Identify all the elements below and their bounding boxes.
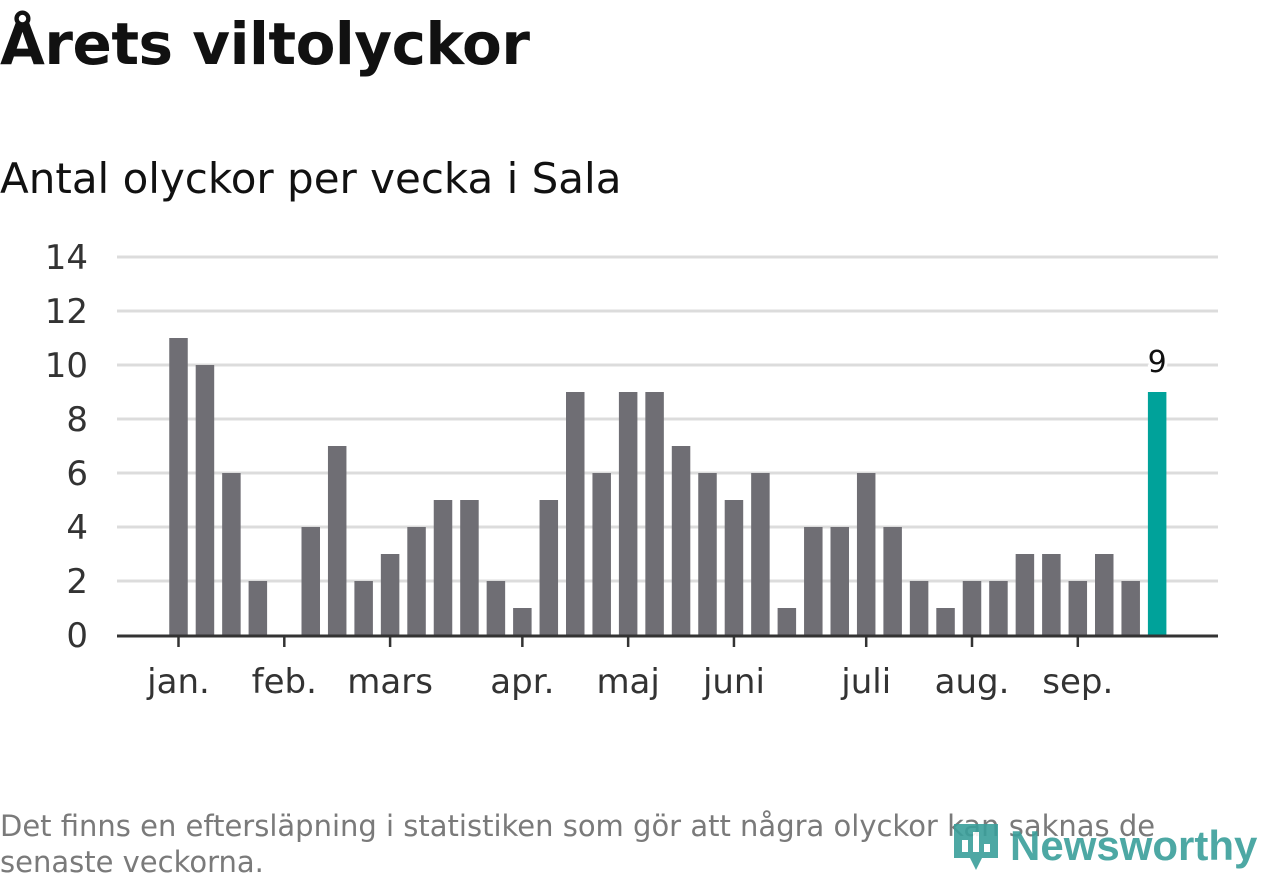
bar <box>909 581 929 635</box>
y-tick-label: 8 <box>66 400 88 440</box>
bar <box>724 500 744 635</box>
bar <box>804 527 823 635</box>
bar <box>618 392 638 635</box>
bar <box>777 608 797 635</box>
bar <box>566 392 585 635</box>
bar <box>962 581 982 635</box>
bar <box>407 527 426 635</box>
y-tick-label: 14 <box>45 238 88 278</box>
x-tick-label: feb. <box>252 662 317 702</box>
newsworthy-logo: Newsworthy <box>950 818 1257 874</box>
bar <box>698 473 717 635</box>
highlight-data-label: 9 <box>1148 345 1167 380</box>
y-tick-label: 0 <box>66 616 88 656</box>
bar <box>645 392 664 635</box>
highlight-label-halo: 9 <box>1148 345 1167 380</box>
newsworthy-logo-icon <box>954 824 998 870</box>
bar <box>433 500 453 635</box>
x-tick-label: juli <box>840 662 891 702</box>
bar <box>989 581 1008 635</box>
bar <box>751 473 770 635</box>
bar <box>301 527 320 635</box>
bar <box>248 581 268 635</box>
bars <box>169 338 1167 635</box>
logo-text: Newsworthy <box>1010 822 1258 869</box>
bar <box>830 527 849 635</box>
bar <box>460 500 479 635</box>
y-tick-label: 4 <box>66 508 88 548</box>
x-tick-label: mars <box>347 662 433 702</box>
bar <box>883 527 902 635</box>
chart-title: Årets viltolyckor <box>0 10 530 78</box>
bar <box>380 554 400 635</box>
x-tick-label: juni <box>702 662 765 702</box>
bar-chart: 0 2 4 6 8 10 12 14 jan. feb. mars apr. maj juni juli au… <box>45 238 1218 702</box>
x-tick-label: jan. <box>146 662 210 702</box>
x-tick-label: maj <box>596 662 659 702</box>
bar <box>671 446 691 635</box>
chart-subtitle: Antal olyckor per vecka i Sala <box>0 154 622 203</box>
bar <box>1015 554 1035 635</box>
bar <box>539 500 559 635</box>
x-tick-label: aug. <box>935 662 1010 702</box>
gridlines <box>117 255 1218 583</box>
bar <box>486 581 506 635</box>
bar <box>354 581 373 635</box>
x-axis <box>117 634 1218 647</box>
y-tick-label: 2 <box>66 562 88 602</box>
y-tick-label: 6 <box>66 454 88 494</box>
y-tick-label: 10 <box>45 346 88 386</box>
bar <box>592 473 611 635</box>
x-tick-label: sep. <box>1042 662 1113 702</box>
bar <box>1121 581 1140 635</box>
bar <box>513 608 532 635</box>
bar <box>327 446 347 635</box>
labels: 0 2 4 6 8 10 12 14 jan. feb. mars apr. maj juni juli au… <box>45 238 1170 702</box>
bar <box>1068 581 1088 635</box>
bar <box>856 473 876 635</box>
y-tick-label: 12 <box>45 292 88 332</box>
highlight-bar <box>1147 392 1167 635</box>
x-tick-label: apr. <box>490 662 554 702</box>
bar <box>1095 554 1114 635</box>
bar <box>169 338 188 635</box>
bar <box>1042 554 1061 635</box>
bar <box>222 473 241 635</box>
bar <box>936 608 955 635</box>
bar <box>195 365 215 635</box>
